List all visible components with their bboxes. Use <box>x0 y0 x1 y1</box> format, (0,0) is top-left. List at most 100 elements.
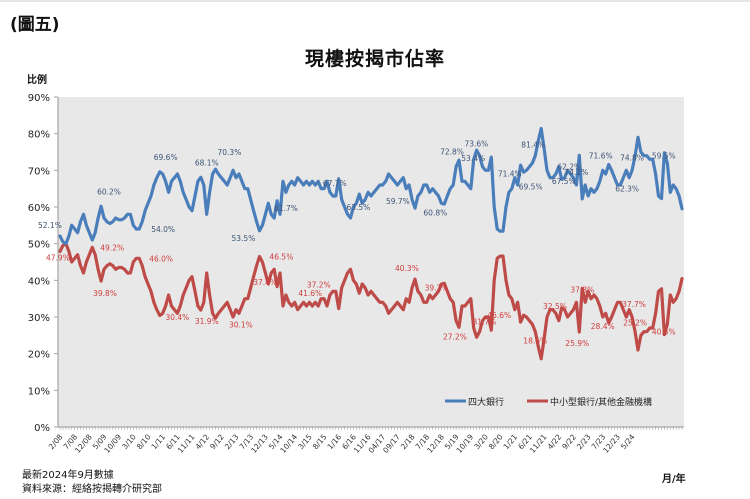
x-tick-label: 12/23 <box>601 432 622 455</box>
y-tick-label: 20% <box>28 350 50 361</box>
x-tick-label: 4/12 <box>194 432 212 451</box>
y-tick-label: 80% <box>28 130 50 141</box>
chart-title: 現樓按揭市佔率 <box>304 48 445 70</box>
y-tick-label: 0% <box>34 423 50 434</box>
data-label: 67.5% <box>552 177 576 186</box>
legend-label-others: 中小型銀行/其他金融機構 <box>550 396 652 408</box>
y-tick-label: 60% <box>28 203 50 214</box>
y-tick-label: 90% <box>28 93 50 104</box>
data-label: 70.3% <box>218 148 242 157</box>
series-line-big-four <box>58 126 684 246</box>
data-label: 52.1% <box>38 221 62 230</box>
data-label: 69.6% <box>154 153 178 162</box>
data-label: 40.3% <box>395 264 419 273</box>
footnote-source: 資料來源：經絡按揭轉介研究部 <box>22 484 162 495</box>
x-tick-label: 3/20 <box>472 432 490 451</box>
data-label: 46.6% <box>487 311 511 320</box>
data-label: 54.0% <box>151 225 175 234</box>
data-label: 60.2% <box>97 187 121 196</box>
data-label: 37.2% <box>307 280 331 289</box>
data-label: 46.5% <box>270 253 294 262</box>
data-labels-others: 47.9% 49.2% 39.8% 46.0% 30.4% 31.9% 30.1% 46.5%… <box>46 243 676 348</box>
data-label: 74.8% <box>620 153 644 162</box>
y-tick-label: 70% <box>28 166 50 177</box>
data-label: 37.4% <box>253 278 277 287</box>
legend-label-big-four: 四大銀行 <box>468 396 504 408</box>
data-label: 28.4% <box>591 322 615 331</box>
data-label: 53.4% <box>461 154 485 163</box>
x-tick-label: 9/22 <box>560 432 578 451</box>
data-label: 71.6% <box>589 151 613 160</box>
data-label: 30.1% <box>229 320 253 329</box>
series-line-others <box>58 242 684 361</box>
legend: 四大銀行 中小型銀行/其他金融機構 <box>445 396 652 408</box>
y-axis-title: 比例 <box>27 75 47 86</box>
x-tick-label: 8/15 <box>311 432 329 451</box>
data-label: 62.2% <box>557 162 581 171</box>
x-tick-label: 12/13 <box>249 432 270 455</box>
data-label: 18.6% <box>523 337 547 346</box>
x-tick-label: 10/14 <box>278 432 299 455</box>
data-label: 49.2% <box>100 243 124 252</box>
data-label: 63.5% <box>346 203 370 212</box>
x-tick-label: 8/20 <box>487 432 505 451</box>
data-label: 68.1% <box>195 158 219 167</box>
plot-area <box>58 97 684 427</box>
data-label: 31.9% <box>195 317 219 326</box>
data-label: 69.5% <box>519 183 543 192</box>
y-tick-label: 10% <box>28 386 50 397</box>
x-tick-label: 4/22 <box>546 432 564 451</box>
figure-label: (圖五) <box>10 15 60 35</box>
x-tick-label: 12/18 <box>425 432 446 455</box>
x-tick-label: 1/11 <box>149 432 167 451</box>
data-labels-big-four: 52.1% 60.2% 54.0% 69.6% 68.1%70.3% 53.5% 61.7%… <box>38 140 676 243</box>
x-tick-label: 10/09 <box>102 432 123 455</box>
data-label: 61.7% <box>274 204 298 213</box>
data-label: 59.7% <box>386 197 410 206</box>
x-tick-label: 11/21 <box>528 432 549 455</box>
x-tick-label: 2/23 <box>575 432 593 451</box>
top-divider <box>0 0 750 2</box>
x-tick-label: 10/19 <box>454 432 475 455</box>
data-label: 53.5% <box>232 234 256 243</box>
data-label: 81.4% <box>521 141 545 150</box>
x-tick-label: 09/17 <box>381 432 402 455</box>
data-label: 37.8% <box>570 285 594 294</box>
data-label: 41.6% <box>298 289 322 298</box>
data-label: 25.9% <box>565 339 589 348</box>
x-tick-label: 3/10 <box>120 432 138 451</box>
x-tick-label: 12/08 <box>73 432 94 455</box>
data-label: 27.2% <box>443 332 467 341</box>
y-tick-label: 40% <box>28 276 50 287</box>
data-label: 60.8% <box>423 208 447 217</box>
y-axis: 0% 10% 20% 30% 40% 50% 60% 70% 80% 90% <box>28 93 59 434</box>
x-tick-label: 2/13 <box>223 432 241 451</box>
x-tick-label: 5/24 <box>619 432 637 451</box>
data-label: 39.2% <box>425 284 449 293</box>
data-label: 73.6% <box>464 140 488 149</box>
x-axis-title: 月/年 <box>662 474 686 485</box>
data-label: 59.5% <box>652 152 676 161</box>
x-tick-label: 2/08 <box>47 432 65 451</box>
x-tick-label: 9/12 <box>208 432 226 451</box>
data-label: 32.5% <box>543 302 567 311</box>
data-label: 67.7% <box>323 179 347 188</box>
x-tick-label: 3/15 <box>296 432 314 451</box>
x-tick-label: 8/10 <box>135 432 153 451</box>
x-tick-label: 2/18 <box>399 432 417 451</box>
data-label: 46.0% <box>149 254 173 263</box>
data-label: 62.3% <box>615 185 639 194</box>
data-label: 37.7% <box>622 300 646 309</box>
x-tick-label: 11/11 <box>176 432 197 455</box>
footnote-latest-data: 最新2024年9月數據 <box>22 470 114 481</box>
x-axis: 2/087/0812/085/0910/093/108/101/116/1111… <box>47 426 684 455</box>
y-tick-label: 30% <box>28 313 50 324</box>
data-label: 74.1% <box>564 168 588 177</box>
x-tick-label: 1/16 <box>326 432 344 451</box>
data-label: 40.5% <box>652 328 676 337</box>
data-label: 71.4% <box>498 170 522 179</box>
data-label: 25.2% <box>623 319 647 328</box>
data-label: 30.4% <box>165 313 189 322</box>
x-tick-label: 1/21 <box>502 432 520 451</box>
